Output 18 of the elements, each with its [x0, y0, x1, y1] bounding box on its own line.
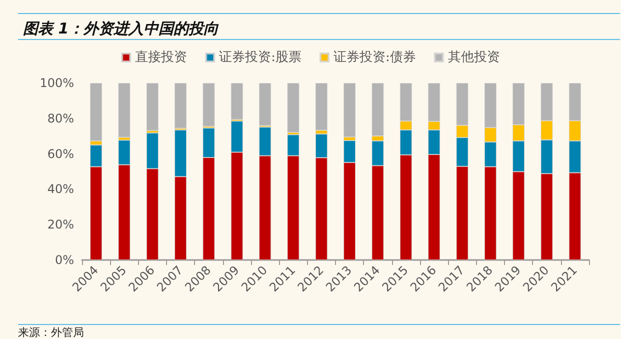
- y-tick-label: 100%: [40, 76, 74, 90]
- bar: [344, 83, 356, 137]
- bar: [90, 83, 102, 141]
- legend-label: 直接投资: [135, 50, 188, 65]
- chart-title: 图表 1：外资进入中国的投向: [23, 20, 220, 38]
- source-note: 来源：外管局: [18, 326, 84, 339]
- y-tick-label: 80%: [47, 111, 74, 126]
- bar: [118, 83, 130, 138]
- legend-label: 证券投资:债券: [334, 50, 416, 65]
- bar: [146, 83, 158, 131]
- legend-label: 其他投资: [448, 50, 500, 65]
- bar: [315, 83, 328, 130]
- y-tick-label: 60%: [47, 146, 74, 161]
- y-tick-label: 0%: [54, 253, 74, 267]
- legend-label: 证券投资:股票: [219, 50, 302, 65]
- bar: [287, 83, 300, 132]
- y-tick-label: 40%: [47, 182, 74, 196]
- y-tick-label: 20%: [47, 218, 74, 232]
